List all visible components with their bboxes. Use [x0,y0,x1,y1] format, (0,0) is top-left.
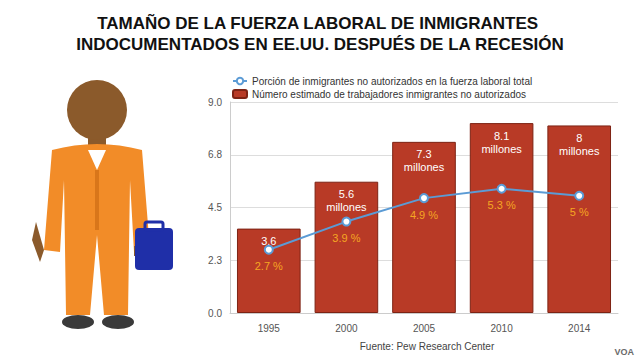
svg-text:8: 8 [576,132,582,144]
svg-text:0.0: 0.0 [208,308,222,319]
svg-text:2005: 2005 [413,323,436,334]
svg-text:2014: 2014 [568,323,591,334]
svg-text:5 %: 5 % [570,206,589,218]
svg-text:millones: millones [404,161,445,173]
svg-text:7.3: 7.3 [416,148,431,160]
svg-text:8.1: 8.1 [494,130,509,142]
svg-text:Número estimado de trabajadore: Número estimado de trabajadores inmigran… [252,89,526,100]
svg-text:millones: millones [481,143,522,155]
svg-text:2.7 %: 2.7 % [255,260,283,272]
svg-text:5.6: 5.6 [339,188,354,200]
svg-text:2010: 2010 [490,323,513,334]
svg-text:TAMAÑO DE LA FUERZA LABORAL DE: TAMAÑO DE LA FUERZA LABORAL DE INMIGRANT… [97,13,543,33]
svg-text:2.3: 2.3 [208,255,222,266]
svg-text:Fuente: Pew Research Center: Fuente: Pew Research Center [360,341,495,352]
svg-text:millones: millones [559,145,600,157]
svg-text:9.0: 9.0 [208,97,222,108]
svg-text:2000: 2000 [335,323,358,334]
svg-text:VOA: VOA [614,347,634,357]
svg-text:millones: millones [326,201,367,213]
svg-text:1995: 1995 [258,323,281,334]
svg-text:3.6: 3.6 [261,235,277,248]
svg-text:Porción de inmigrantes no auto: Porción de inmigrantes no autorizados en… [252,76,532,87]
svg-text:3.9 %: 3.9 % [332,232,360,244]
svg-text:INDOCUMENTADOS EN EE.UU. DESPU: INDOCUMENTADOS EN EE.UU. DESPUÉS DE LA R… [76,35,563,54]
svg-text:4.9 %: 4.9 % [410,209,438,221]
svg-text:5.3 %: 5.3 % [488,199,516,211]
svg-text:6.8: 6.8 [208,149,222,160]
svg-text:4.5: 4.5 [208,202,222,213]
